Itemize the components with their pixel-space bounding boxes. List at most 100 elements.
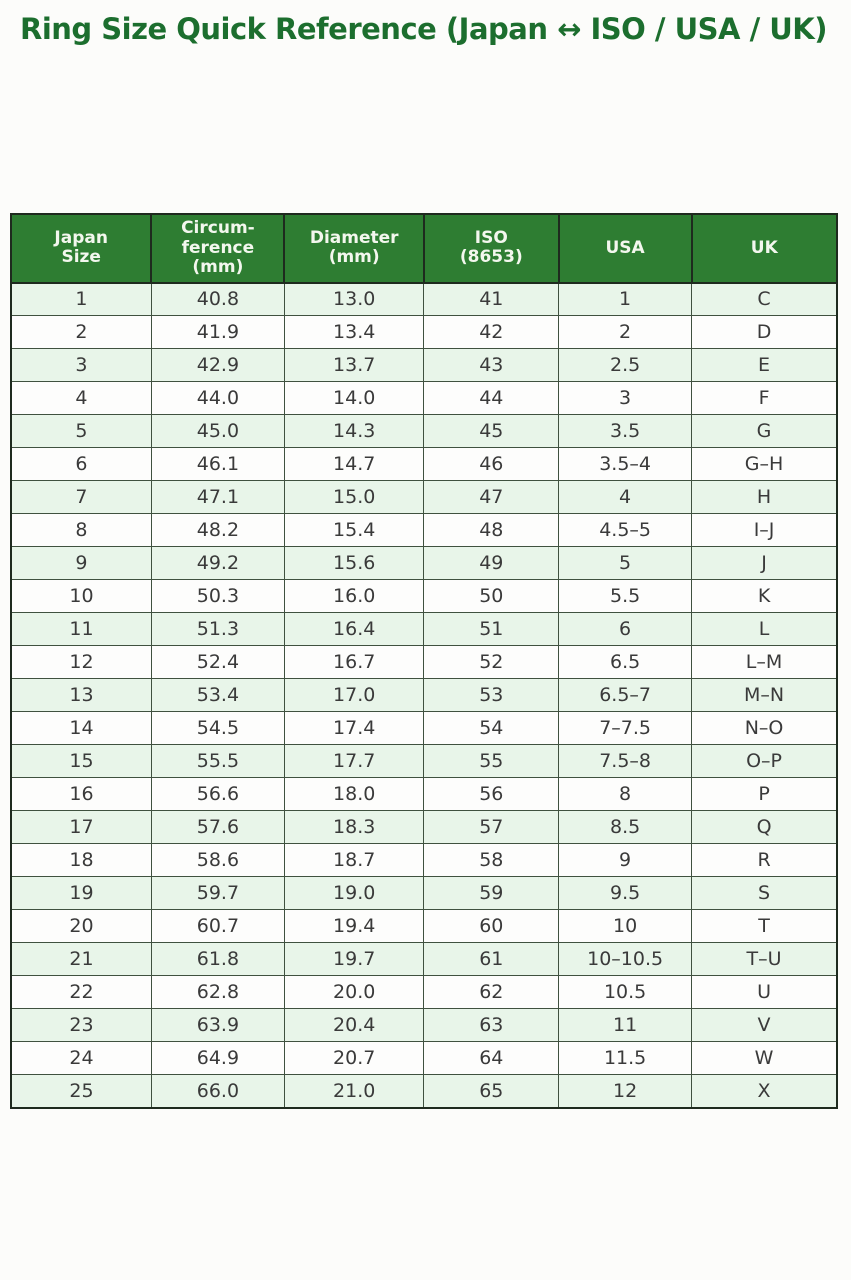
table-cell: 10: [10, 579, 152, 614]
table-cell: 45: [423, 414, 560, 449]
table-cell: 49.2: [150, 546, 285, 581]
table-cell: 51.3: [150, 612, 285, 647]
table-cell: 8: [10, 513, 152, 548]
table-cell: 1: [558, 282, 693, 317]
table-cell: 18: [10, 843, 152, 878]
table-cell: 14.7: [283, 447, 425, 482]
table-row: 22 62.8 20.0 62 10.5 U: [10, 975, 838, 1010]
table-cell: 50: [423, 579, 560, 614]
table-row: 21 61.8 19.7 61 10–10.5 T–U: [10, 942, 838, 977]
table-row: 23 63.9 20.4 63 11 V: [10, 1008, 838, 1043]
table-cell: 16.4: [283, 612, 425, 647]
table-cell: 56.6: [150, 777, 285, 812]
table-cell: 25: [10, 1074, 152, 1109]
table-row: 11 51.3 16.4 51 6 L: [10, 612, 838, 647]
ring-size-table-container: Japan Size Circum- ference (mm) Diameter (…: [9, 213, 851, 1109]
table-cell: 65: [423, 1074, 560, 1109]
table-cell: 62.8: [150, 975, 285, 1010]
table-cell: 48.2: [150, 513, 285, 548]
table-cell: 3: [558, 381, 693, 416]
table-cell: 41: [423, 282, 560, 317]
table-cell: 14.3: [283, 414, 425, 449]
table-row: 18 58.6 18.7 58 9 R: [10, 843, 838, 878]
table-cell: L–M: [691, 645, 838, 680]
table-cell: 46: [423, 447, 560, 482]
table-cell: 10.5: [558, 975, 693, 1010]
table-cell: E: [691, 348, 838, 383]
table-cell: 15.6: [283, 546, 425, 581]
table-cell: C: [691, 282, 838, 317]
table-cell: 53.4: [150, 678, 285, 713]
table-cell: 10–10.5: [558, 942, 693, 977]
table-cell: 12: [558, 1074, 693, 1109]
table-cell: 9.5: [558, 876, 693, 911]
table-cell: G: [691, 414, 838, 449]
table-row: 2 41.9 13.4 42 2 D: [10, 315, 838, 350]
table-cell: 17.4: [283, 711, 425, 746]
table-row: 1 40.8 13.0 41 1 C: [10, 282, 838, 317]
table-cell: 61: [423, 942, 560, 977]
table-cell: 60: [423, 909, 560, 944]
table-row: 10 50.3 16.0 50 5.5 K: [10, 579, 838, 614]
table-row: 3 42.9 13.7 43 2.5 E: [10, 348, 838, 383]
table-cell: 57.6: [150, 810, 285, 845]
table-cell: 63: [423, 1008, 560, 1043]
table-cell: 43: [423, 348, 560, 383]
table-cell: 61.8: [150, 942, 285, 977]
table-cell: 22: [10, 975, 152, 1010]
table-cell: 62: [423, 975, 560, 1010]
table-cell: 54: [423, 711, 560, 746]
table-cell: 42: [423, 315, 560, 350]
table-cell: 17: [10, 810, 152, 845]
table-cell: 21.0: [283, 1074, 425, 1109]
table-cell: 15.4: [283, 513, 425, 548]
table-cell: I–J: [691, 513, 838, 548]
table-cell: 17.7: [283, 744, 425, 779]
table-cell: 4: [10, 381, 152, 416]
table-cell: 5.5: [558, 579, 693, 614]
table-row: 15 55.5 17.7 55 7.5–8 O–P: [10, 744, 838, 779]
table-cell: 10: [558, 909, 693, 944]
table-cell: M–N: [691, 678, 838, 713]
column-header: Japan Size: [9, 213, 153, 284]
table-cell: 16: [10, 777, 152, 812]
column-header: Diameter (mm): [283, 213, 425, 284]
table-header-row: Japan Size Circum- ference (mm) Diameter (…: [9, 213, 839, 284]
table-row: 16 56.6 18.0 56 8 P: [10, 777, 838, 812]
table-cell: W: [691, 1041, 838, 1076]
table-cell: 7.5–8: [558, 744, 693, 779]
table-cell: 53: [423, 678, 560, 713]
table-cell: 3.5–4: [558, 447, 693, 482]
table-row: 20 60.7 19.4 60 10 T: [10, 909, 838, 944]
table-cell: 23: [10, 1008, 152, 1043]
table-cell: 40.8: [150, 282, 285, 317]
table-cell: 47.1: [150, 480, 285, 515]
table-cell: Q: [691, 810, 838, 845]
table-cell: 50.3: [150, 579, 285, 614]
table-cell: 14.0: [283, 381, 425, 416]
table-cell: 15: [10, 744, 152, 779]
table-cell: N–O: [691, 711, 838, 746]
table-cell: 64.9: [150, 1041, 285, 1076]
table-row: 25 66.0 21.0 65 12 X: [10, 1074, 838, 1109]
table-cell: 17.0: [283, 678, 425, 713]
table-cell: 16.0: [283, 579, 425, 614]
table-cell: 9: [558, 843, 693, 878]
table-cell: 42.9: [150, 348, 285, 383]
page-title: Ring Size Quick Reference (Japan ↔ ISO /…: [20, 12, 828, 46]
table-cell: 55.5: [150, 744, 285, 779]
table-cell: 54.5: [150, 711, 285, 746]
table-cell: 56: [423, 777, 560, 812]
table-cell: 55: [423, 744, 560, 779]
table-cell: G–H: [691, 447, 838, 482]
table-cell: 58: [423, 843, 560, 878]
table-cell: 44: [423, 381, 560, 416]
table-cell: 8.5: [558, 810, 693, 845]
table-cell: F: [691, 381, 838, 416]
table-cell: 49: [423, 546, 560, 581]
table-cell: 19.4: [283, 909, 425, 944]
table-cell: T–U: [691, 942, 838, 977]
table-cell: 15.0: [283, 480, 425, 515]
table-cell: 66.0: [150, 1074, 285, 1109]
table-row: 9 49.2 15.6 49 5 J: [10, 546, 838, 581]
